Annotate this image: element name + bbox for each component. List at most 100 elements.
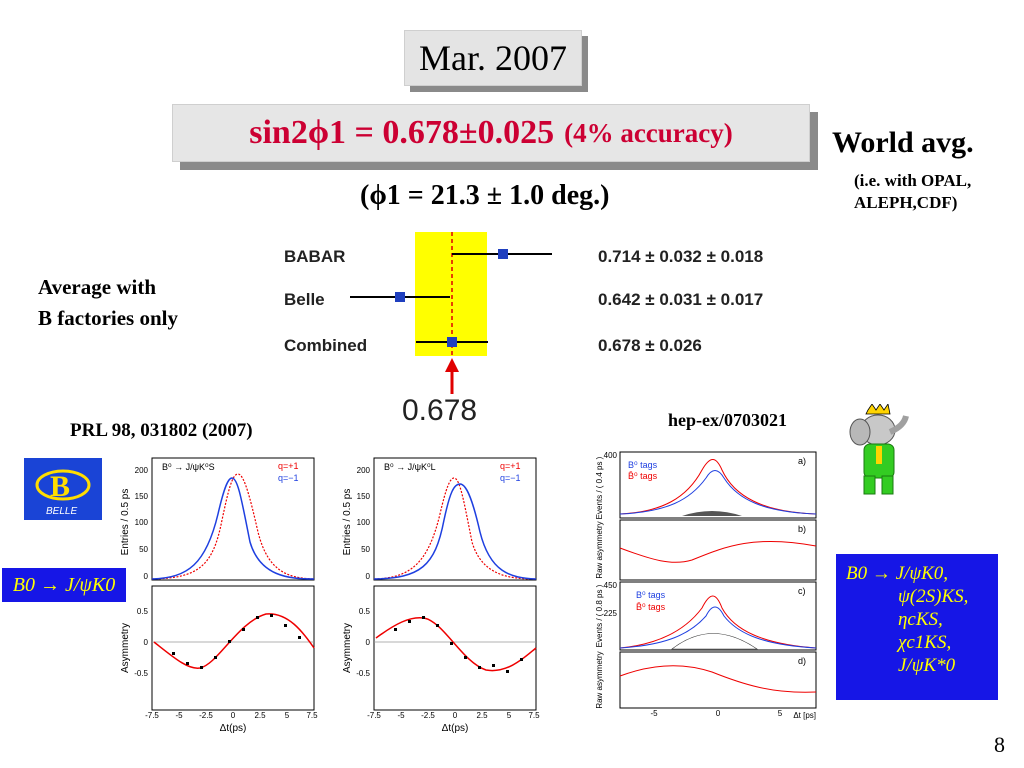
plot1-decay: B⁰ → J/ψK⁰S — [162, 462, 215, 472]
plot1-ytick-b-m05: -0.5 — [134, 669, 148, 678]
svg-text:B: B — [50, 470, 70, 503]
plot2-ylabel-bottom: Asymmetry — [342, 623, 353, 673]
plot1-xlabel: Δt(ps) — [220, 723, 247, 734]
forest-value-combined: 0.678 ± 0.026 — [598, 336, 702, 355]
belle-logo: B BELLE — [24, 458, 102, 520]
plot3-legend-b0: B⁰ tags — [628, 460, 658, 470]
plot3-xtick-0: 0 — [716, 709, 721, 718]
mode-4: χc1KS, — [898, 632, 952, 653]
plot1-asym-points — [172, 614, 301, 669]
plot3-panel-label-b: b) — [798, 524, 806, 534]
mode-5: J/ψK*0 — [898, 655, 956, 676]
plot2-decay: B⁰ → J/ψK⁰L — [384, 462, 436, 472]
left-mode: B0 → J/ψK0 — [12, 573, 116, 596]
plot1-xtick-5: 5 — [285, 711, 290, 720]
plot3-ylabel-b: Raw asymmetry — [595, 521, 604, 578]
plot3-legend-b0-c: B⁰ tags — [636, 590, 666, 600]
headline-accuracy: (4% accuracy) — [564, 117, 733, 148]
plot1-xtick-2: -2.5 — [199, 711, 213, 720]
babar-marker — [498, 249, 508, 259]
left-mode-box: B0 → J/ψK0 — [2, 568, 126, 602]
arrow-up-icon — [445, 358, 459, 372]
plot1-ytick-100: 100 — [135, 518, 149, 527]
plot3-panel-d — [619, 651, 817, 709]
plot2-top-frame — [373, 457, 537, 581]
phi-line: (ϕ1 = 21.3 ± 1.0 deg.) — [360, 180, 610, 211]
plot2-xtick-4: 2.5 — [476, 711, 488, 720]
plot2-ytick-150: 150 — [357, 492, 371, 501]
plot3-panel-label-a: a) — [798, 456, 806, 466]
plot1-ytick-150: 150 — [135, 492, 149, 501]
plot1-ytick-0: 0 — [144, 572, 149, 581]
plot2-ytick-b-0: 0 — [366, 638, 371, 647]
plot2-ytick-b-05: 0.5 — [359, 607, 371, 616]
mode-2: ψ(2S)KS, — [898, 586, 969, 607]
plot2-legend-minus: q=−1 — [500, 473, 521, 483]
forest-band — [415, 232, 487, 356]
plot2-ytick-0: 0 — [366, 572, 371, 581]
date-label: Mar. 2007 — [419, 38, 567, 78]
babar-elephant-icon — [849, 404, 909, 495]
plot2-ytick-100: 100 — [357, 518, 371, 527]
plot2-ylabel-top: Entries / 0.5 ps — [342, 489, 353, 556]
plot1-xtick-6: 7.5 — [306, 711, 318, 720]
forest-value-belle: 0.642 ± 0.031 ± 0.017 — [598, 290, 763, 309]
world-avg-note-line1: (i.e. with OPAL, — [854, 171, 972, 190]
reference-left: PRL 98, 031802 (2007) — [70, 420, 253, 441]
plot3-ytick-225: 225 — [604, 609, 618, 618]
forest-label-combined: Combined — [284, 336, 367, 355]
reference-right: hep-ex/0703021 — [668, 410, 787, 430]
plot2-bottom-frame — [373, 585, 537, 711]
plot1-xtick-0: -7.5 — [145, 711, 159, 720]
combined-marker — [447, 337, 457, 347]
average-note: Average with B factories only — [38, 272, 178, 334]
mode-3: ηcKS, — [898, 609, 943, 630]
headline-box: sin2ϕ1 = 0.678±0.025 (4% accuracy) — [172, 104, 810, 162]
plot3-ylabel-d: Raw asymmetry — [595, 651, 604, 708]
plot1-xtick-3: 0 — [231, 711, 236, 720]
world-avg-title: World avg. — [832, 126, 974, 159]
plot3-xtick-5: 5 — [778, 709, 783, 718]
average-note-line2: B factories only — [38, 306, 178, 330]
belle-logo-text: BELLE — [46, 506, 77, 517]
date-box: Mar. 2007 — [404, 30, 582, 86]
plot3-ylabel-a: Events / ( 0.4 ps ) — [595, 456, 604, 519]
plot3-legend-b0bar: B̄⁰ tags — [628, 471, 658, 481]
plot3-panel-label-d: d) — [798, 656, 806, 666]
plot1-ytick-b-05: 0.5 — [137, 607, 149, 616]
world-avg-note-line2: ALEPH,CDF) — [854, 193, 958, 212]
arrow-value: 0.678 — [402, 394, 477, 424]
plot2-ytick-50: 50 — [361, 545, 370, 554]
plot3-ytick-450: 450 — [604, 581, 618, 590]
plot1-ylabel-bottom: Asymmetry — [120, 623, 131, 673]
plot2-ytick-200: 200 — [357, 466, 371, 475]
headline-main: sin2ϕ1 = 0.678±0.025 — [249, 114, 555, 151]
plot3-xlabel: Δt [ps] — [793, 711, 816, 720]
plot1-xtick-4: 2.5 — [254, 711, 266, 720]
plot2-ytick-b-m05: -0.5 — [356, 669, 370, 678]
plot2: B⁰ → J/ψK⁰L q=+1 q=−1 200 150 100 50 0 0… — [342, 457, 540, 734]
average-note-line1: Average with — [38, 275, 156, 299]
mode-1: B0 → J/ψK0, — [846, 563, 949, 584]
forest-label-belle: Belle — [284, 290, 325, 309]
plot1-ytick-200: 200 — [135, 466, 149, 475]
plot2-xtick-2: -2.5 — [421, 711, 435, 720]
plot1: B⁰ → J/ψK⁰S q=+1 q=−1 200 150 100 50 0 0… — [120, 457, 318, 734]
world-avg-note: (i.e. with OPAL, ALEPH,CDF) — [854, 170, 971, 214]
plot1-ytick-b-0: 0 — [144, 638, 149, 647]
plot3-ylabel-c: Events / ( 0.8 ps ) — [595, 584, 604, 647]
page-number: 8 — [994, 732, 1005, 757]
plot1-legend-minus: q=−1 — [278, 473, 299, 483]
plot2-xtick-6: 7.5 — [528, 711, 540, 720]
forest-value-babar: 0.714 ± 0.032 ± 0.018 — [598, 247, 763, 266]
forest-plot: BABAR Belle Combined 0.714 ± 0.032 ± 0.0… — [284, 232, 763, 424]
plot3-legend-b0bar-c: B̄⁰ tags — [636, 602, 666, 612]
plot2-xtick-3: 0 — [453, 711, 458, 720]
plot2-xtick-5: 5 — [507, 711, 512, 720]
plot3: 400 450 225 B⁰ tags B̄⁰ tags B⁰ tags B̄⁰… — [595, 451, 817, 720]
plot3-xtick-m5: -5 — [650, 709, 658, 718]
belle-logo-icon: B BELLE — [35, 469, 91, 517]
plot1-xtick-1: -5 — [175, 711, 183, 720]
plot2-xtick-0: -7.5 — [367, 711, 381, 720]
forest-label-babar: BABAR — [284, 247, 345, 266]
